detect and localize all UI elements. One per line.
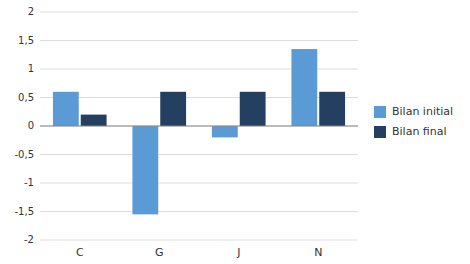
legend-label: Bilan initial [392,105,453,118]
bar [81,115,107,126]
y-tick-label: -0,5 [14,149,34,160]
grid-line [40,183,358,184]
grid [40,12,358,240]
grid-line [40,126,358,127]
grid-line [40,12,358,13]
y-tick-label: -1,5 [14,206,34,217]
legend-swatch [374,126,386,138]
bars [53,49,345,214]
grid-line [40,154,358,155]
y-tick-label: 2 [28,6,34,17]
bar [319,92,345,126]
y-tick-label: 1,5 [18,35,34,46]
legend-label: Bilan final [392,125,447,138]
x-tick-label: N [314,246,322,259]
bar [53,92,79,126]
bar [291,49,317,126]
legend-swatch [374,106,386,118]
x-tick-label: J [236,246,240,259]
y-tick-label: -1 [24,177,34,188]
legend: Bilan initial Bilan final [374,105,453,138]
y-axis: -2 -1,5 -1 -0,5 0 0,5 1 1,5 2 [14,6,34,245]
x-axis: CGJN [76,246,322,259]
x-tick-label: C [76,246,84,259]
grid-line [40,211,358,212]
bar [160,92,186,126]
bar [240,92,266,126]
y-tick-label: 1 [28,63,34,74]
y-tick-label: -2 [24,234,34,245]
grid-line [40,40,358,41]
bar [132,126,158,214]
grid-line [40,240,358,241]
x-tick-label: G [155,246,164,259]
bar [212,126,238,137]
y-tick-label: 0,5 [18,92,34,103]
y-tick-label: 0 [28,120,34,131]
zero-line [40,126,358,127]
chart: -2-1,5-1-0,500,511,52CGJNBilan initialBi… [0,0,470,264]
